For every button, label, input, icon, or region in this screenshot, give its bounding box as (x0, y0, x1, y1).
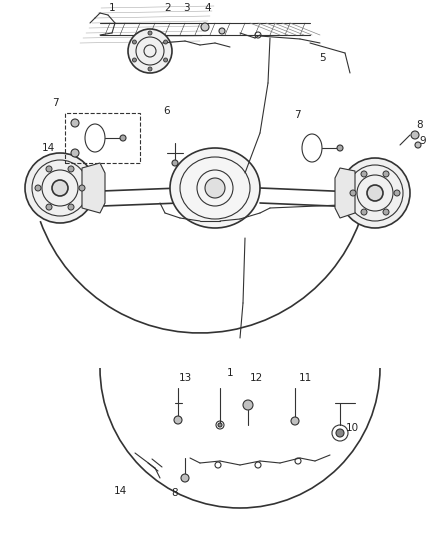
Circle shape (181, 474, 189, 482)
Circle shape (163, 40, 168, 44)
Text: 13: 13 (178, 373, 192, 383)
Circle shape (337, 145, 343, 151)
Circle shape (25, 153, 95, 223)
Text: 4: 4 (205, 3, 211, 13)
Polygon shape (82, 163, 105, 213)
Circle shape (411, 131, 419, 139)
Circle shape (128, 29, 172, 73)
Circle shape (120, 135, 126, 141)
Circle shape (46, 204, 52, 210)
Text: 1: 1 (227, 368, 233, 378)
Circle shape (219, 28, 225, 34)
Text: 3: 3 (183, 3, 189, 13)
Circle shape (71, 119, 79, 127)
Circle shape (174, 416, 182, 424)
Text: 7: 7 (294, 110, 300, 120)
Circle shape (394, 190, 400, 196)
Circle shape (132, 40, 136, 44)
Circle shape (367, 185, 383, 201)
Text: 2: 2 (165, 3, 171, 13)
Text: 7: 7 (52, 98, 58, 108)
Text: 5: 5 (320, 53, 326, 63)
Circle shape (340, 158, 410, 228)
Circle shape (35, 185, 41, 191)
Circle shape (68, 204, 74, 210)
Circle shape (68, 166, 74, 172)
Text: 1: 1 (109, 3, 115, 13)
Circle shape (148, 31, 152, 35)
Circle shape (201, 23, 209, 31)
Circle shape (148, 67, 152, 71)
Text: 6: 6 (164, 106, 170, 116)
Text: 11: 11 (298, 373, 311, 383)
Circle shape (172, 160, 178, 166)
Circle shape (291, 417, 299, 425)
Text: 9: 9 (420, 136, 426, 146)
Circle shape (361, 171, 367, 177)
Circle shape (218, 423, 222, 427)
Circle shape (361, 209, 367, 215)
Circle shape (383, 209, 389, 215)
Text: 8: 8 (417, 120, 423, 130)
Circle shape (243, 400, 253, 410)
Circle shape (46, 166, 52, 172)
Text: 14: 14 (113, 486, 127, 496)
Polygon shape (335, 168, 355, 218)
Text: 8: 8 (172, 488, 178, 498)
Circle shape (415, 142, 421, 148)
Text: 10: 10 (346, 423, 359, 433)
Circle shape (163, 58, 168, 62)
Circle shape (71, 149, 79, 157)
Circle shape (79, 185, 85, 191)
Text: 14: 14 (41, 143, 55, 153)
Circle shape (383, 171, 389, 177)
Circle shape (205, 178, 225, 198)
Circle shape (52, 180, 68, 196)
Circle shape (350, 190, 356, 196)
Text: 12: 12 (249, 373, 263, 383)
Circle shape (336, 429, 344, 437)
Ellipse shape (170, 148, 260, 228)
Circle shape (132, 58, 136, 62)
